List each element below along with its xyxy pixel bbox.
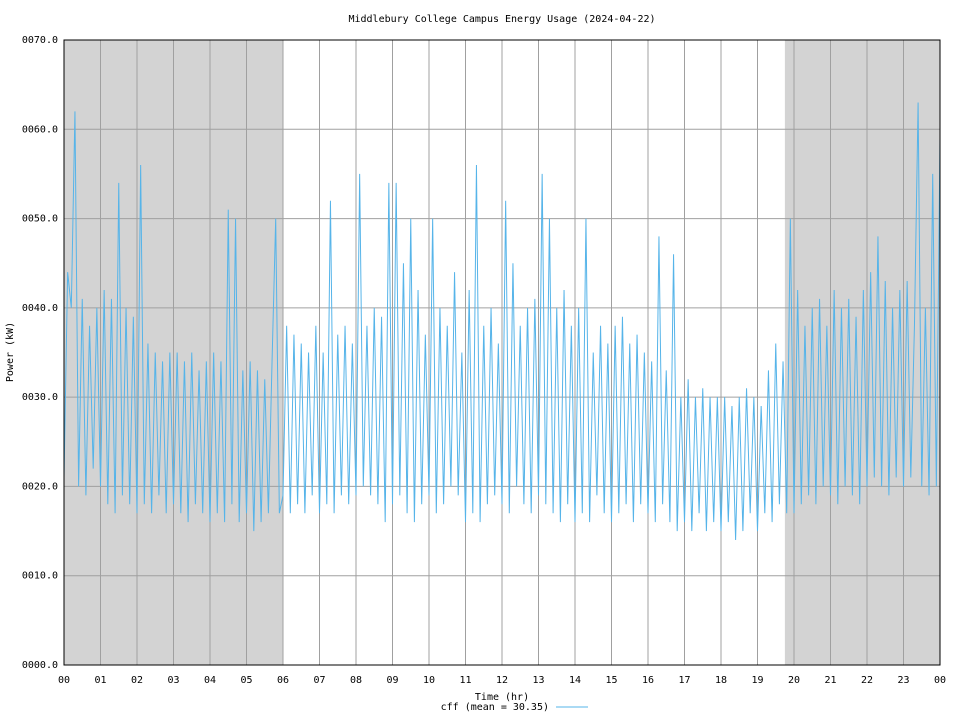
y-tick-label: 0000.0 bbox=[22, 660, 58, 671]
x-tick-label: 07 bbox=[313, 675, 325, 686]
x-tick-label: 10 bbox=[423, 675, 435, 686]
y-tick-label: 0040.0 bbox=[22, 303, 58, 314]
x-tick-label: 14 bbox=[569, 675, 581, 686]
x-tick-label: 06 bbox=[277, 675, 289, 686]
x-tick-label: 16 bbox=[642, 675, 654, 686]
x-tick-label: 23 bbox=[897, 675, 909, 686]
x-tick-label: 00 bbox=[934, 675, 946, 686]
label-layer: 00 01 02 03 04 05 06 07 08 09 10 11 12 13 14 15 16 17 18 19… bbox=[22, 35, 946, 713]
y-tick-label: 0030.0 bbox=[22, 392, 58, 403]
x-tick-label: 00 bbox=[58, 675, 70, 686]
x-tick-label: 21 bbox=[824, 675, 836, 686]
y-axis-label: Power (kW) bbox=[5, 322, 16, 382]
x-tick-label: 05 bbox=[240, 675, 252, 686]
x-axis-label: Time (hr) bbox=[475, 692, 529, 703]
x-tick-label: 08 bbox=[350, 675, 362, 686]
x-tick-label: 09 bbox=[386, 675, 398, 686]
x-tick-label: 18 bbox=[715, 675, 727, 686]
chart-title: Middlebury College Campus Energy Usage (… bbox=[348, 14, 655, 25]
x-tick-label: 12 bbox=[496, 675, 508, 686]
y-tick-label: 0050.0 bbox=[22, 214, 58, 225]
legend-label: cff (mean = 30.35) bbox=[441, 702, 549, 713]
x-tick-label: 13 bbox=[532, 675, 544, 686]
x-tick-label: 22 bbox=[861, 675, 873, 686]
plot-frame bbox=[63, 39, 941, 666]
plot-layer bbox=[63, 102, 941, 541]
x-tick-label: 19 bbox=[751, 675, 763, 686]
x-tick-label: 03 bbox=[167, 675, 179, 686]
x-tick-label: 20 bbox=[788, 675, 800, 686]
data-line bbox=[63, 102, 941, 541]
y-tick-label: 0020.0 bbox=[22, 481, 58, 492]
x-tick-label: 01 bbox=[94, 675, 106, 686]
x-tick-label: 15 bbox=[605, 675, 617, 686]
x-tick-label: 02 bbox=[131, 675, 143, 686]
y-tick-label: 0010.0 bbox=[22, 571, 58, 582]
y-tick-label: 0070.0 bbox=[22, 35, 58, 46]
x-tick-label: 11 bbox=[459, 675, 471, 686]
y-tick-label: 0060.0 bbox=[22, 124, 58, 135]
x-tick-label: 04 bbox=[204, 675, 216, 686]
x-tick-label: 17 bbox=[678, 675, 690, 686]
